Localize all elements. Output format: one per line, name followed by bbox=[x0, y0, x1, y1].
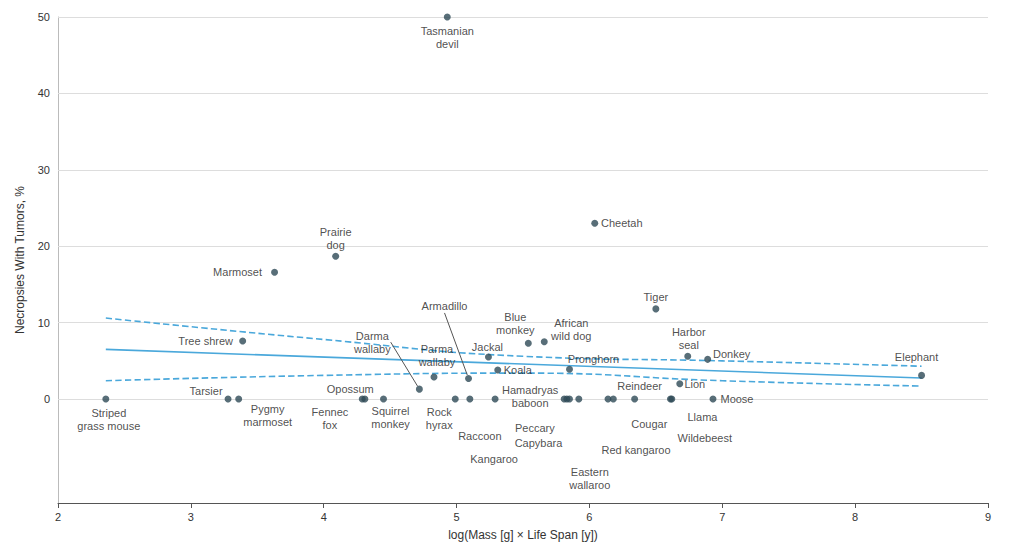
svg-text:Armadillo: Armadillo bbox=[422, 300, 468, 312]
svg-text:40: 40 bbox=[38, 87, 50, 99]
svg-text:Parma: Parma bbox=[421, 343, 454, 355]
svg-text:Tasmanian: Tasmanian bbox=[421, 25, 474, 37]
svg-text:5: 5 bbox=[454, 511, 460, 523]
svg-text:Wildebeest: Wildebeest bbox=[678, 432, 732, 444]
svg-text:Koala: Koala bbox=[504, 364, 533, 376]
svg-text:Tiger: Tiger bbox=[644, 291, 669, 303]
svg-text:30: 30 bbox=[38, 164, 50, 176]
svg-text:Capybara: Capybara bbox=[515, 437, 564, 449]
svg-text:Rock: Rock bbox=[427, 406, 453, 418]
svg-text:8: 8 bbox=[852, 511, 858, 523]
svg-text:Raccoon: Raccoon bbox=[458, 430, 501, 442]
svg-text:4: 4 bbox=[321, 511, 327, 523]
svg-text:Cougar: Cougar bbox=[631, 418, 667, 430]
svg-text:50: 50 bbox=[38, 11, 50, 23]
svg-text:3: 3 bbox=[188, 511, 194, 523]
svg-text:wild dog: wild dog bbox=[550, 330, 591, 342]
svg-text:Elephant: Elephant bbox=[895, 351, 938, 363]
svg-text:monkey: monkey bbox=[371, 418, 410, 430]
svg-text:Llama: Llama bbox=[687, 411, 718, 423]
svg-text:Jackal: Jackal bbox=[472, 341, 503, 353]
svg-text:Squirrel: Squirrel bbox=[372, 405, 410, 417]
svg-text:marmoset: marmoset bbox=[243, 416, 292, 428]
svg-text:7: 7 bbox=[719, 511, 725, 523]
svg-text:Donkey: Donkey bbox=[713, 348, 751, 360]
svg-text:log(Mass [g] × Life Span [y]): log(Mass [g] × Life Span [y]) bbox=[448, 528, 598, 542]
svg-text:Hamadryas: Hamadryas bbox=[502, 384, 559, 396]
svg-text:baboon: baboon bbox=[512, 397, 549, 409]
svg-text:Red kangaroo: Red kangaroo bbox=[601, 444, 670, 456]
svg-text:fox: fox bbox=[323, 419, 338, 431]
svg-text:Necropsies With Tumors, %: Necropsies With Tumors, % bbox=[13, 186, 27, 334]
svg-text:monkey: monkey bbox=[496, 324, 535, 336]
svg-text:seal: seal bbox=[679, 339, 699, 351]
svg-text:Lion: Lion bbox=[684, 378, 705, 390]
svg-text:wallaby: wallaby bbox=[353, 343, 391, 355]
svg-text:Striped: Striped bbox=[91, 407, 126, 419]
svg-text:9: 9 bbox=[985, 511, 991, 523]
svg-text:grass mouse: grass mouse bbox=[77, 420, 140, 432]
svg-text:wallaby: wallaby bbox=[418, 356, 456, 368]
svg-text:wallaroo: wallaroo bbox=[568, 479, 610, 491]
svg-text:20: 20 bbox=[38, 240, 50, 252]
svg-text:Reindeer: Reindeer bbox=[617, 380, 662, 392]
svg-text:devil: devil bbox=[436, 38, 459, 50]
svg-text:2: 2 bbox=[55, 511, 61, 523]
svg-text:10: 10 bbox=[38, 317, 50, 329]
svg-text:Pronghorn: Pronghorn bbox=[568, 353, 619, 365]
svg-text:0: 0 bbox=[44, 393, 50, 405]
svg-text:Eastern: Eastern bbox=[571, 466, 609, 478]
svg-text:Kangaroo: Kangaroo bbox=[470, 453, 518, 465]
svg-text:6: 6 bbox=[586, 511, 592, 523]
svg-text:Harbor: Harbor bbox=[672, 326, 706, 338]
svg-text:Tarsier: Tarsier bbox=[190, 385, 223, 397]
svg-text:Fennec: Fennec bbox=[312, 406, 349, 418]
svg-text:Darma: Darma bbox=[356, 330, 390, 342]
svg-text:Marmoset: Marmoset bbox=[213, 266, 262, 278]
svg-text:African: African bbox=[554, 317, 588, 329]
svg-text:Pygmy: Pygmy bbox=[251, 403, 285, 415]
svg-text:hyrax: hyrax bbox=[426, 419, 453, 431]
svg-text:Moose: Moose bbox=[720, 393, 753, 405]
svg-text:Cheetah: Cheetah bbox=[601, 217, 643, 229]
svg-text:Tree shrew: Tree shrew bbox=[178, 335, 233, 347]
svg-text:Peccary: Peccary bbox=[515, 422, 555, 434]
svg-text:dog: dog bbox=[326, 239, 344, 251]
svg-text:Blue: Blue bbox=[504, 311, 526, 323]
svg-text:Prairie: Prairie bbox=[320, 226, 352, 238]
svg-text:Opossum: Opossum bbox=[327, 383, 374, 395]
